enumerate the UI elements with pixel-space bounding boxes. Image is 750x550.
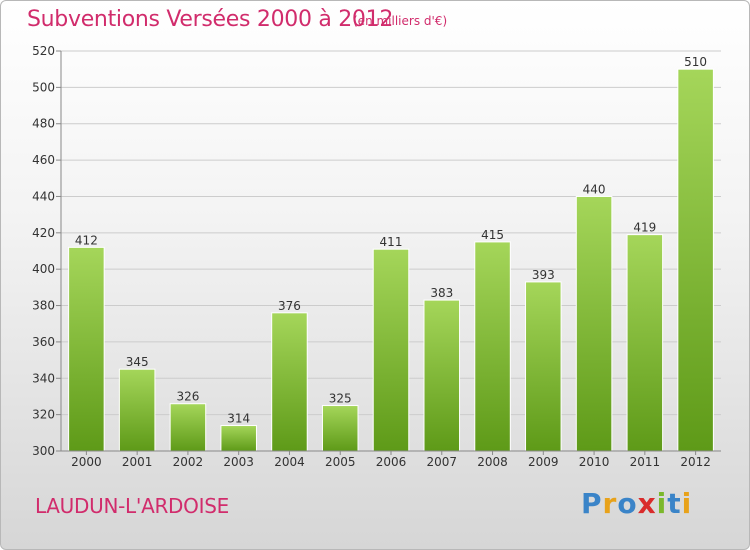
x-tick-label: 2006 bbox=[376, 455, 407, 469]
brand-letter: P bbox=[581, 487, 603, 520]
bars bbox=[68, 68, 714, 452]
y-tick-label: 300 bbox=[32, 444, 55, 458]
brand-letter: r bbox=[602, 487, 618, 520]
brand-letter: i bbox=[681, 487, 693, 520]
bar-value-label: 314 bbox=[227, 412, 250, 426]
x-tick-label: 2012 bbox=[680, 455, 711, 469]
y-tick-label: 360 bbox=[32, 335, 55, 349]
bar-value-label: 415 bbox=[481, 228, 504, 242]
bar-value-label: 419 bbox=[633, 221, 656, 235]
bar bbox=[372, 248, 410, 452]
y-tick-label: 400 bbox=[32, 262, 55, 276]
proxiti-logo: Proxiti bbox=[581, 487, 692, 520]
bar-value-label: 345 bbox=[126, 355, 149, 369]
bar-value-label: 326 bbox=[176, 390, 199, 404]
y-tick-label: 340 bbox=[32, 371, 55, 385]
bar bbox=[68, 246, 105, 452]
x-tick-label: 2002 bbox=[173, 455, 204, 469]
bar-value-label: 510 bbox=[684, 55, 707, 69]
bar-value-label: 325 bbox=[329, 392, 352, 406]
bar bbox=[118, 368, 156, 452]
y-tick-label: 480 bbox=[32, 117, 55, 131]
bar bbox=[677, 68, 714, 452]
bar-value-label: 440 bbox=[583, 182, 606, 196]
x-tick-label: 2000 bbox=[71, 455, 102, 469]
y-tick-label: 520 bbox=[32, 44, 55, 58]
x-tick-label: 2011 bbox=[630, 455, 661, 469]
x-tick-label: 2010 bbox=[579, 455, 610, 469]
brand-letter: t bbox=[667, 487, 682, 520]
brand-letter: o bbox=[617, 487, 638, 520]
y-tick-label: 440 bbox=[32, 189, 55, 203]
bar-value-label: 411 bbox=[380, 235, 403, 249]
bar-value-label: 383 bbox=[430, 286, 453, 300]
bar-value-label: 393 bbox=[532, 268, 555, 282]
y-tick-label: 500 bbox=[32, 80, 55, 94]
x-tick-label: 2003 bbox=[223, 455, 254, 469]
bar bbox=[169, 403, 207, 452]
labels: 412 345 326 314 376 325 411 383 415 393 440 419 510 bbox=[75, 55, 707, 425]
y-tick-label: 420 bbox=[32, 226, 55, 240]
brand-letter: i bbox=[656, 487, 668, 520]
bar bbox=[626, 234, 664, 452]
bar bbox=[271, 312, 308, 452]
x-tick-label: 2007 bbox=[426, 455, 457, 469]
x-tick-label: 2009 bbox=[528, 455, 559, 469]
axes: 300 320 340 360 380 400 420 440 460 480 500 520 2000… bbox=[32, 44, 721, 469]
bar bbox=[220, 425, 257, 452]
x-tick-label: 2008 bbox=[477, 455, 508, 469]
bar bbox=[474, 241, 511, 452]
y-tick-label: 320 bbox=[32, 408, 55, 422]
x-tick-label: 2004 bbox=[274, 455, 305, 469]
bar-value-label: 376 bbox=[278, 299, 301, 313]
x-tick-label: 2005 bbox=[325, 455, 356, 469]
y-tick-label: 460 bbox=[32, 153, 55, 167]
x-tick-label: 2001 bbox=[122, 455, 153, 469]
bar bbox=[423, 299, 461, 452]
bar bbox=[525, 281, 562, 452]
bar bbox=[575, 195, 613, 452]
chart-title: Subventions Versées 2000 à 2012 bbox=[27, 7, 394, 32]
town-name: LAUDUN-L'ARDOISE bbox=[35, 494, 229, 518]
brand-letter: x bbox=[637, 487, 657, 520]
bar-value-label: 412 bbox=[75, 233, 98, 247]
chart-subtitle: (en milliers d'€) bbox=[353, 14, 448, 28]
bar bbox=[321, 405, 359, 452]
y-tick-label: 380 bbox=[32, 299, 55, 313]
